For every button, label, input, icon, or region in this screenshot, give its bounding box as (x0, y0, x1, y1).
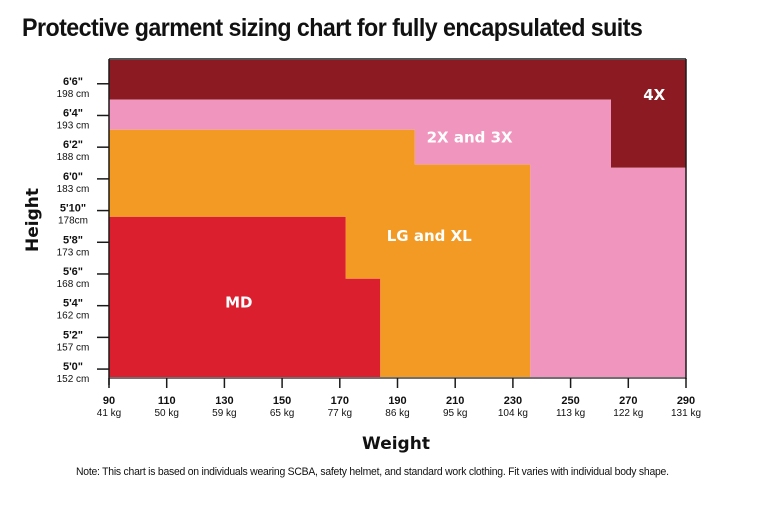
y-tick-label: 5'6" (63, 266, 83, 278)
y-tick-sublabel: 183 cm (57, 184, 90, 195)
y-tick-sublabel: 188 cm (57, 152, 90, 163)
x-tick-sublabel: 41 kg (97, 408, 121, 419)
y-axis-title: Height (23, 188, 43, 252)
region-md (109, 216, 381, 377)
x-tick-sublabel: 77 kg (328, 408, 352, 419)
x-tick-label: 110 (158, 395, 176, 407)
x-tick-label: 190 (388, 395, 406, 407)
x-tick-sublabel: 86 kg (385, 408, 409, 419)
region-label: MD (225, 294, 252, 312)
x-axis-title: Weight (362, 434, 430, 454)
region-lg-and-xl (109, 129, 531, 377)
x-tick-sublabel: 50 kg (154, 408, 178, 419)
region-label: 2X and 3X (427, 129, 513, 147)
x-tick-sublabel: 95 kg (443, 408, 467, 419)
y-tick-sublabel: 162 cm (57, 311, 90, 322)
x-tick-label: 290 (677, 395, 695, 407)
y-tick-label: 5'4" (63, 298, 83, 310)
x-tick-sublabel: 131 kg (671, 408, 701, 419)
region-label: LG and XL (387, 227, 472, 245)
y-tick-label: 6'0" (63, 171, 83, 183)
x-tick-sublabel: 122 kg (613, 408, 643, 419)
x-tick-sublabel: 104 kg (498, 408, 528, 419)
y-tick-label: 6'4" (63, 107, 83, 119)
region-4x (109, 60, 686, 168)
x-tick-label: 90 (103, 395, 115, 407)
x-tick-label: 270 (619, 395, 637, 407)
y-tick-label: 6'6" (63, 76, 83, 88)
y-tick-sublabel: 178cm (58, 216, 88, 227)
x-tick-sublabel: 65 kg (270, 408, 294, 419)
y-tick-sublabel: 173 cm (57, 247, 90, 258)
y-tick-label: 5'0" (63, 361, 83, 373)
footnote: Note: This chart is based on individuals… (76, 466, 669, 478)
x-tick-label: 150 (273, 395, 291, 407)
x-tick-sublabel: 113 kg (556, 408, 585, 419)
x-tick-label: 210 (446, 395, 464, 407)
y-tick-sublabel: 152 cm (57, 374, 90, 385)
y-tick-sublabel: 157 cm (57, 342, 90, 353)
x-tick-label: 250 (561, 395, 579, 407)
x-tick-label: 170 (331, 395, 349, 407)
region-label: 4X (643, 86, 665, 104)
region-labels: 4X 2X and 3X LG and XL MD (225, 86, 666, 312)
region-2x-and-3x (109, 99, 686, 377)
y-tick-label: 5'8" (63, 234, 83, 246)
y-axis-ticks: 6'6"198 cm 6'4"193 cm 6'2"188 cm 6'0"183 cm… (57, 76, 109, 385)
y-tick-sublabel: 198 cm (57, 89, 90, 100)
y-tick-label: 5'2" (63, 329, 83, 341)
y-tick-sublabel: 193 cm (57, 120, 90, 131)
x-tick-label: 230 (504, 395, 522, 407)
size-regions (109, 60, 686, 377)
y-tick-label: 5'10" (60, 203, 86, 215)
x-tick-sublabel: 59 kg (212, 408, 236, 419)
y-tick-label: 6'2" (63, 139, 83, 151)
x-tick-label: 130 (215, 395, 233, 407)
chart-title: Protective garment sizing chart for full… (22, 14, 643, 42)
y-tick-sublabel: 168 cm (57, 279, 90, 290)
